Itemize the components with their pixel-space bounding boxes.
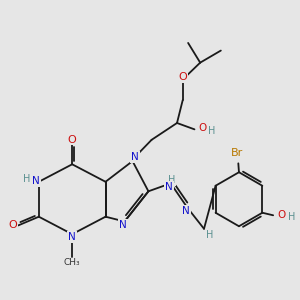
Text: O: O bbox=[277, 210, 286, 220]
Text: H: H bbox=[23, 174, 30, 184]
Text: N: N bbox=[182, 206, 190, 216]
Text: Br: Br bbox=[231, 148, 244, 158]
Text: H: H bbox=[208, 126, 215, 136]
Text: CH₃: CH₃ bbox=[64, 258, 80, 267]
Text: N: N bbox=[32, 176, 40, 186]
Text: O: O bbox=[8, 220, 17, 230]
Text: O: O bbox=[68, 134, 76, 145]
Text: N: N bbox=[119, 220, 127, 230]
Text: O: O bbox=[198, 123, 206, 133]
Text: N: N bbox=[131, 152, 139, 162]
Text: O: O bbox=[178, 72, 187, 82]
Text: H: H bbox=[168, 175, 175, 185]
Text: H: H bbox=[288, 212, 295, 222]
Text: H: H bbox=[206, 230, 213, 240]
Text: N: N bbox=[68, 232, 76, 242]
Text: N: N bbox=[165, 182, 173, 191]
